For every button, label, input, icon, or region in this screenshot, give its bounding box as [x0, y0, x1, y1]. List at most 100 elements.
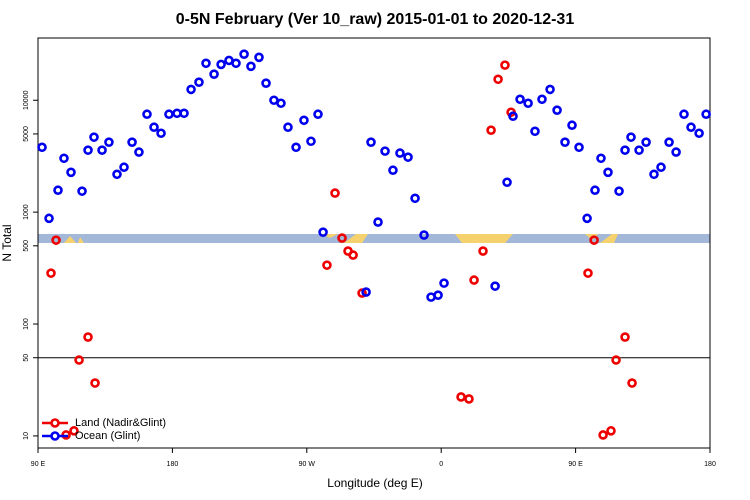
point	[53, 185, 63, 196]
point	[679, 109, 689, 120]
point	[464, 394, 474, 404]
point	[433, 290, 443, 301]
point	[478, 246, 488, 256]
point	[403, 152, 413, 162]
legend-label: Ocean (Glint)	[75, 430, 140, 442]
point	[348, 250, 358, 260]
chart-title: 0-5N February (Ver 10_raw) 2015-01-01 to…	[176, 11, 575, 28]
point	[567, 120, 577, 131]
point	[89, 132, 99, 142]
point	[583, 268, 593, 278]
point	[46, 268, 56, 278]
point	[626, 132, 636, 142]
x-tick-label: 90 E	[31, 461, 46, 468]
point	[318, 227, 328, 237]
point	[337, 233, 347, 243]
point	[216, 59, 226, 70]
point	[66, 167, 76, 178]
point	[694, 128, 704, 139]
point	[380, 146, 390, 156]
point	[388, 165, 398, 176]
point	[201, 58, 211, 69]
point	[456, 392, 466, 402]
point	[77, 186, 87, 196]
point	[537, 94, 547, 105]
x-axis-label: Longitude (deg E)	[327, 476, 422, 490]
point	[620, 145, 630, 155]
x-tick-label: 180	[167, 461, 179, 468]
point	[90, 378, 100, 388]
point	[112, 169, 122, 180]
point	[69, 426, 79, 436]
x-tick-label: 180	[704, 461, 716, 468]
point	[671, 147, 681, 157]
point	[361, 287, 371, 297]
point	[469, 275, 479, 285]
point	[209, 69, 219, 79]
y-tick-label: 5000	[23, 126, 30, 142]
point	[560, 137, 570, 147]
x-tick-label: 0	[439, 461, 443, 468]
point	[322, 260, 332, 270]
point	[508, 111, 518, 122]
point	[164, 109, 174, 120]
point	[261, 78, 271, 89]
point	[119, 162, 129, 173]
point	[395, 148, 405, 158]
point	[83, 332, 93, 342]
point	[686, 122, 696, 133]
point	[486, 125, 496, 135]
point	[598, 430, 608, 440]
point	[545, 84, 555, 95]
point	[291, 142, 301, 153]
x-tick-label: 90 W	[299, 461, 316, 468]
y-tick-label: 50	[23, 354, 30, 362]
y-tick-label: 100	[23, 318, 30, 330]
point	[246, 61, 256, 72]
point	[59, 153, 69, 164]
point	[83, 145, 93, 155]
point	[74, 355, 84, 365]
point	[104, 137, 114, 147]
point	[254, 52, 264, 63]
point	[701, 109, 711, 120]
point	[306, 136, 316, 147]
legend-marker	[50, 431, 60, 441]
point	[596, 153, 606, 164]
point	[186, 84, 196, 95]
map-strip	[38, 234, 710, 243]
point	[589, 235, 599, 245]
point	[634, 145, 644, 155]
y-tick-label: 10000	[23, 90, 30, 110]
point	[614, 186, 624, 196]
point	[611, 355, 621, 365]
point	[231, 58, 241, 69]
point	[194, 77, 204, 87]
point	[134, 147, 144, 157]
point	[606, 426, 616, 436]
point	[419, 230, 429, 240]
point	[37, 142, 47, 153]
point	[156, 128, 166, 139]
point	[552, 105, 562, 115]
point	[574, 142, 584, 153]
point	[490, 281, 500, 291]
point	[523, 98, 533, 109]
x-tick-label: 90 E	[568, 461, 583, 468]
point	[366, 137, 376, 147]
point	[439, 278, 449, 288]
point	[502, 177, 512, 188]
point	[620, 332, 630, 342]
legend-marker	[50, 418, 60, 428]
y-tick-label: 1000	[23, 204, 30, 220]
y-tick-label: 10	[23, 432, 30, 440]
point	[239, 49, 249, 59]
point	[299, 115, 309, 126]
point	[493, 74, 503, 85]
point	[97, 145, 107, 155]
point	[664, 137, 674, 147]
point	[283, 122, 293, 133]
point	[330, 188, 340, 198]
point	[641, 137, 651, 147]
point	[142, 109, 152, 120]
